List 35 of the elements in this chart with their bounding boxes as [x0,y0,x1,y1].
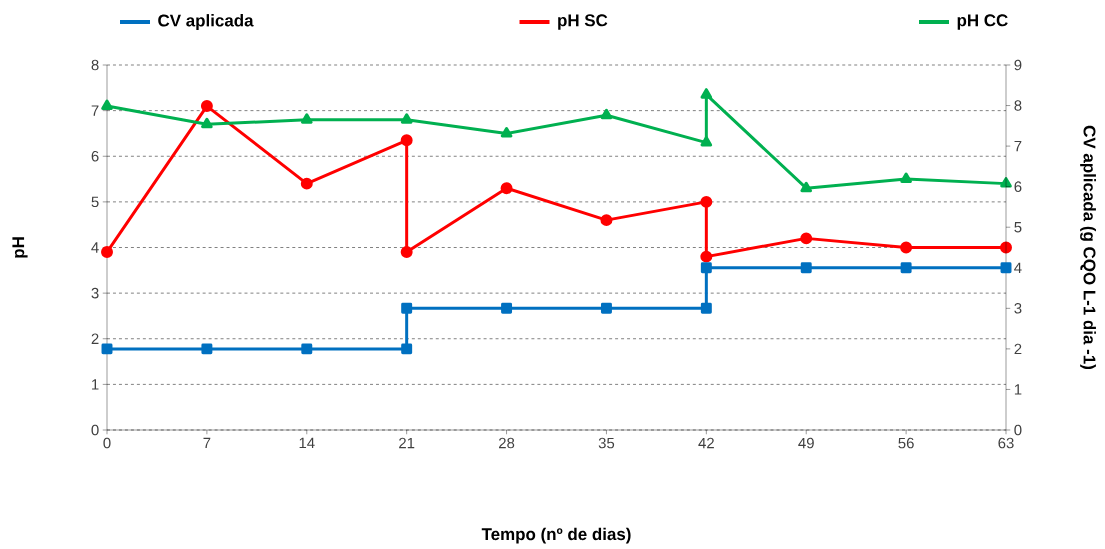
y-axis-title: pH [12,237,28,258]
y2-tick-label: 4 [1014,262,1022,273]
y-tick-label: 3 [91,287,99,299]
y2-tick-label: 5 [1014,222,1022,233]
legend-label: pH SC [558,14,608,30]
y2-tick-label: 8 [1014,100,1022,111]
y2-tick-label: 2 [1014,343,1022,355]
x-tick-label: 28 [499,437,515,449]
x-tick-label: 7 [203,437,211,449]
y-tick-label: 7 [91,105,99,116]
x-axis-title: Tempo (nº de dias) [481,527,631,544]
y-tick-label: 2 [91,333,99,344]
x-tick-label: 21 [399,437,415,449]
y-tick-label: 0 [91,424,99,436]
y2-tick-label: 1 [1014,384,1022,395]
y2-tick-label: 9 [1014,59,1022,71]
legend-label: CV aplicada [158,14,254,30]
x-tick-label: 49 [798,437,814,449]
y2-tick-label: 0 [1014,424,1022,436]
x-tick-label: 56 [898,437,914,449]
x-tick-label: 0 [103,437,111,449]
legend-label: pH CC [957,14,1008,30]
x-tick-label: 42 [698,437,714,449]
y-tick-label: 1 [92,379,99,390]
y2-tick-label: 6 [1014,181,1022,192]
y-tick-label: 4 [91,242,99,253]
y2-tick-label: 7 [1014,140,1022,152]
y-tick-label: 8 [91,59,99,71]
x-tick-label: 14 [299,437,315,449]
y2-axis-title: CV aplicada (g CQO L-1 dia -1) [1080,125,1096,369]
y-tick-label: 6 [91,150,99,162]
x-tick-label: 63 [998,437,1014,449]
y2-tick-label: 3 [1014,303,1022,314]
y-tick-label: 5 [91,196,99,208]
x-tick-label: 35 [598,437,615,449]
